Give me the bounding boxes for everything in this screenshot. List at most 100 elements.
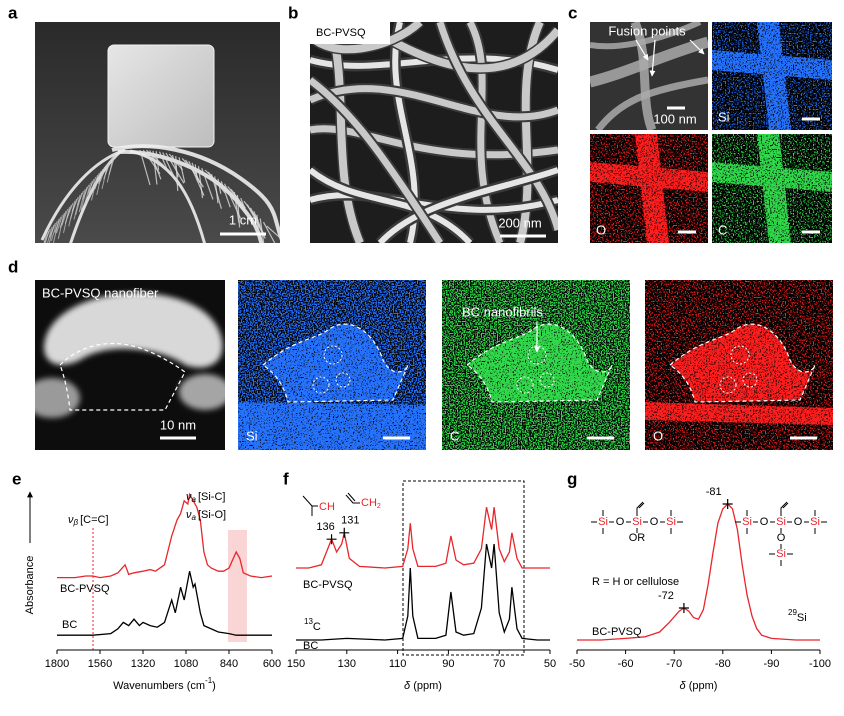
element-map — [645, 402, 833, 425]
x-tick-label: -100 — [809, 658, 831, 670]
x-axis-label: Wavenumbers (cm-1) — [113, 676, 216, 692]
fiber — [630, 22, 657, 130]
nucleus-label-part: C — [313, 621, 321, 633]
atom: O — [616, 516, 625, 528]
feather-barb — [194, 164, 199, 182]
group-label-part: CH — [361, 497, 377, 509]
panel-letter: g — [567, 469, 577, 488]
feather-barb — [50, 220, 58, 241]
map-label: C — [718, 222, 727, 237]
atom: OR — [629, 532, 646, 544]
feather-barb — [91, 174, 98, 201]
feather-barb — [178, 157, 186, 183]
image: C — [712, 134, 832, 243]
feather-barb — [175, 156, 179, 191]
fibril-outline — [335, 372, 351, 388]
spectrum-line — [57, 571, 272, 636]
feather-barb — [259, 218, 265, 243]
annotation-part: a — [192, 513, 197, 522]
x-tick-label: 90 — [442, 658, 454, 670]
fiber — [436, 22, 558, 231]
feather-barb — [214, 176, 219, 204]
feather-barb — [63, 206, 70, 234]
outline — [669, 323, 816, 403]
annotation-part: β — [73, 518, 79, 527]
peak-marker — [326, 534, 337, 545]
feather-barb — [94, 170, 102, 190]
feather-barb — [84, 182, 91, 205]
atom: O — [794, 516, 803, 528]
aerogel-block — [107, 44, 215, 148]
x-tick-label: -80 — [715, 658, 731, 670]
label-box — [310, 22, 390, 44]
peak-marker — [722, 499, 733, 509]
panel-letter: a — [8, 3, 18, 22]
x-tick-label: -60 — [618, 658, 634, 670]
panel-letter: c — [568, 3, 577, 22]
x-tick-label: 50 — [544, 658, 556, 670]
feather-barb — [52, 218, 60, 243]
feather-barb — [96, 168, 104, 196]
feather-barb — [78, 188, 86, 213]
fibril-outline — [516, 376, 534, 394]
nucleus-label-part: Si — [797, 612, 807, 624]
feather-barb — [240, 197, 249, 216]
spectrum-line — [577, 503, 820, 641]
x-tick-label: 1080 — [174, 658, 198, 670]
annotation-part: [Si-O] — [198, 509, 226, 521]
peak-marker — [678, 603, 689, 613]
x-tick-label: 150 — [287, 658, 305, 670]
map-label: O — [653, 428, 663, 443]
scale-label: 10 nm — [160, 417, 196, 432]
feather-barb — [106, 156, 114, 183]
nucleus-label-part: 13 — [304, 617, 313, 626]
feather-barb — [220, 181, 231, 208]
x-tick-label: 1560 — [88, 658, 112, 670]
x-tick-label: -90 — [763, 658, 779, 670]
map-label: Si — [246, 428, 258, 443]
x-axis-label-part: (ppm) — [686, 680, 718, 692]
fiber — [310, 125, 558, 159]
image: BC-PVSQ nanofiber 10 nm — [35, 280, 225, 450]
group-label-part: CH — [319, 501, 335, 513]
element-map — [238, 402, 426, 450]
image: O — [590, 134, 708, 243]
annotation-part: a — [192, 495, 197, 504]
image: Si — [238, 280, 426, 450]
annotation: νβ [C=C] — [68, 514, 109, 527]
atom: O — [650, 516, 659, 528]
image-label: BC-PVSQ — [316, 27, 366, 39]
x-tick-label: -50 — [569, 658, 585, 670]
atom: Si — [776, 548, 786, 560]
panel-letter: d — [8, 257, 18, 276]
fiber — [310, 167, 473, 243]
panel-letter: b — [288, 3, 298, 22]
feather-barb — [155, 151, 160, 171]
feather-barb — [57, 212, 65, 240]
arrow — [635, 39, 649, 61]
feather-barb — [48, 224, 55, 243]
x-axis-label-part: ) — [212, 680, 216, 692]
feather-barb — [139, 149, 151, 186]
series-label: BC-PVSQ — [60, 583, 110, 595]
scale-label: 100 nm — [653, 111, 696, 126]
image: Si — [712, 22, 832, 130]
feather-barb — [236, 194, 241, 228]
feather-barb — [162, 152, 179, 186]
vinyl-bond — [780, 501, 789, 516]
band-highlight — [228, 530, 247, 642]
feather-barb — [101, 162, 109, 190]
feather — [40, 148, 126, 241]
group-label: CH2 — [361, 497, 381, 510]
outline — [262, 323, 409, 403]
fiber — [310, 85, 558, 121]
panel-letter: f — [283, 469, 289, 488]
feather-barb — [73, 194, 81, 220]
x-tick-label: 70 — [493, 658, 505, 670]
feather-barb — [89, 176, 97, 198]
x-axis-label-part: Wavenumbers (cm — [113, 680, 205, 692]
map-label: Si — [718, 109, 730, 124]
x-axis-label-part: -1 — [205, 676, 213, 685]
group-label-part: 2 — [377, 503, 381, 510]
